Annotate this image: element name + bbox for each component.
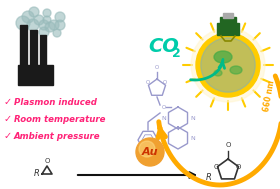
Text: R: R: [206, 173, 212, 182]
Text: Room temperature: Room temperature: [14, 115, 106, 124]
Text: O: O: [225, 142, 231, 148]
Text: ✓: ✓: [4, 131, 12, 141]
Bar: [30, 30, 37, 65]
Text: O: O: [155, 65, 159, 70]
Bar: [40, 35, 46, 65]
Text: Ambient pressure: Ambient pressure: [14, 132, 101, 141]
Text: O: O: [146, 80, 150, 85]
Text: 660 nm: 660 nm: [262, 79, 276, 112]
Text: R: R: [34, 169, 40, 178]
Text: O: O: [213, 164, 219, 170]
Text: O: O: [44, 158, 50, 164]
Circle shape: [49, 20, 59, 30]
Circle shape: [55, 12, 65, 22]
Circle shape: [39, 20, 49, 30]
Text: Au: Au: [142, 147, 158, 157]
Text: ✓: ✓: [4, 97, 12, 107]
Text: N: N: [190, 136, 195, 141]
Circle shape: [39, 27, 49, 37]
Bar: [220, 17, 236, 24]
Circle shape: [196, 33, 260, 97]
Circle shape: [29, 7, 39, 17]
Circle shape: [43, 16, 51, 24]
Text: ✓: ✓: [4, 114, 12, 124]
Text: Plasmon induced: Plasmon induced: [14, 98, 97, 107]
Bar: [217, 23, 239, 35]
Circle shape: [191, 28, 265, 102]
Text: 2: 2: [172, 47, 181, 60]
Circle shape: [43, 9, 51, 17]
Bar: [223, 13, 233, 18]
Circle shape: [34, 15, 44, 25]
Circle shape: [55, 20, 65, 30]
Bar: [18, 65, 53, 85]
Circle shape: [53, 29, 61, 37]
Ellipse shape: [230, 66, 242, 74]
Circle shape: [27, 19, 39, 31]
Bar: [20, 25, 27, 65]
Text: O: O: [162, 105, 166, 110]
Circle shape: [45, 22, 55, 32]
Circle shape: [201, 38, 255, 92]
Text: O: O: [235, 164, 241, 170]
Ellipse shape: [214, 70, 222, 76]
Ellipse shape: [214, 51, 232, 63]
Text: CO: CO: [148, 37, 179, 56]
Circle shape: [136, 138, 164, 166]
Circle shape: [22, 11, 34, 23]
Circle shape: [139, 141, 155, 157]
Circle shape: [16, 16, 30, 30]
Text: N: N: [161, 116, 166, 121]
Text: O: O: [163, 80, 167, 85]
Text: N: N: [190, 116, 195, 121]
